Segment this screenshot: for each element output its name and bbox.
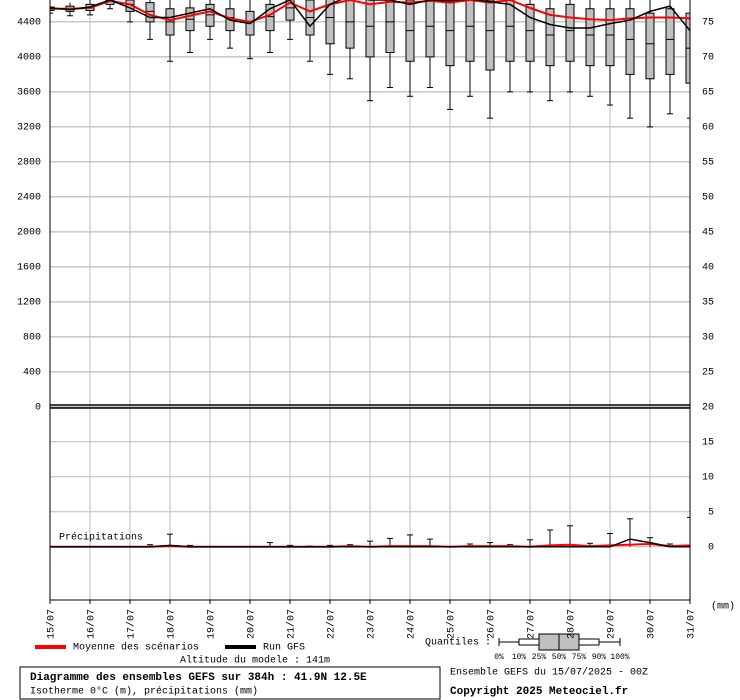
title-box — [19, 666, 441, 700]
box — [625, 8, 635, 75]
x-tick-label: 24/07 — [406, 609, 418, 639]
y2-tick-label: 35 — [702, 297, 714, 308]
box — [585, 8, 595, 67]
y2-unit: (mm) — [711, 601, 735, 613]
box — [545, 8, 555, 67]
legend: Moyenne des scénarios Run GFS — [35, 642, 305, 654]
y-tick-label: 2800 — [17, 158, 41, 169]
altitude-note: Altitude du modele : 141m — [180, 655, 330, 667]
y-tick-label: 1600 — [17, 263, 41, 274]
box — [145, 2, 155, 23]
box — [385, 0, 395, 54]
quantiles-label: Quantiles : — [425, 637, 491, 649]
box — [665, 8, 675, 75]
x-tick-label: 26/07 — [486, 609, 498, 639]
y-tick-label: 1200 — [17, 298, 41, 309]
box — [505, 0, 515, 62]
y-tick-label: 400 — [23, 368, 41, 379]
x-tick-label: 28/07 — [566, 609, 578, 639]
y2-tick-label: 15 — [702, 437, 714, 448]
quantile-label: 10% — [512, 653, 527, 662]
y2-tick-label: 50 — [702, 192, 714, 203]
x-tick-label: 21/07 — [286, 609, 298, 639]
y2-tick-label: 0 — [708, 542, 714, 553]
y-tick-label: 3600 — [17, 88, 41, 99]
box — [525, 3, 535, 62]
x-tick-label: 30/07 — [646, 609, 658, 639]
y2-tick-label: 30 — [702, 332, 714, 343]
x-tick-label: 20/07 — [246, 609, 258, 639]
quantile-labels: 0% 10% 25% 50% 75% 90% 100% — [494, 653, 630, 662]
x-tick-label: 16/07 — [86, 609, 98, 639]
quantile-label: 75% — [572, 653, 587, 662]
box — [645, 12, 655, 80]
y2-tick-label: 55 — [702, 157, 714, 168]
x-tick-label: 27/07 — [526, 609, 538, 639]
quantile-label: 0% — [494, 653, 504, 662]
precip-line — [50, 538, 690, 548]
quantile-icon — [498, 633, 621, 651]
chart-subtitle: Isotherme 0°C (m), précipitations (mm) — [30, 686, 258, 698]
y-tick-label: 3200 — [17, 123, 41, 134]
y2-tick-label: 60 — [702, 122, 714, 133]
y2-tick-label: 40 — [702, 262, 714, 273]
box — [605, 8, 615, 67]
box — [425, 0, 435, 58]
x-tick-label: 18/07 — [166, 609, 178, 639]
y2-tick-label: 70 — [702, 52, 714, 63]
box — [365, 0, 375, 58]
y-tick-label: 2000 — [17, 228, 41, 239]
quantile-label: 100% — [610, 653, 629, 662]
y-tick-label: 800 — [23, 333, 41, 344]
y2-tick-label: 20 — [702, 402, 714, 413]
x-tick-label: 15/07 — [46, 609, 58, 639]
y2-tick-label: 45 — [702, 227, 714, 238]
box — [345, 0, 355, 49]
y-tick-label: 4000 — [17, 53, 41, 64]
x-tick-label: 17/07 — [126, 609, 138, 639]
y2-tick-label: 10 — [702, 472, 714, 483]
box — [465, 0, 475, 62]
copyright: Copyright 2025 Meteociel.fr — [450, 686, 628, 698]
y2-tick-label: 75 — [702, 17, 714, 28]
box — [445, 0, 455, 67]
box — [485, 0, 495, 71]
quantile-label: 90% — [592, 653, 607, 662]
series-line — [50, 0, 690, 32]
y-tick-label: 2400 — [17, 193, 41, 204]
x-tick-label: 25/07 — [446, 609, 458, 639]
y-tick-label: 4400 — [17, 18, 41, 29]
quantile-label: 50% — [552, 653, 567, 662]
run-info: Ensemble GEFS du 15/07/2025 - 00Z — [450, 667, 648, 679]
x-tick-label: 23/07 — [366, 609, 378, 639]
y2-tick-label: 65 — [702, 87, 714, 98]
y2-tick-label: 5 — [708, 507, 714, 518]
y-tick-label: 0 — [35, 403, 41, 414]
chart-title: Diagramme des ensembles GEFS sur 384h : … — [30, 672, 367, 684]
legend-label: Run GFS — [263, 643, 305, 654]
x-tick-label: 31/07 — [686, 609, 698, 639]
marks — [50, 0, 690, 548]
box — [265, 3, 275, 32]
series-line — [50, 0, 690, 23]
legend-label: Moyenne des scénarios — [73, 642, 199, 654]
box — [565, 3, 575, 62]
precip-label: Précipitations — [59, 532, 143, 544]
x-tick-label: 29/07 — [606, 609, 618, 639]
y2-tick-label: 25 — [702, 367, 714, 378]
x-tick-label: 19/07 — [206, 609, 218, 639]
quantile-label: 25% — [532, 653, 547, 662]
x-tick-label: 22/07 — [326, 609, 338, 639]
